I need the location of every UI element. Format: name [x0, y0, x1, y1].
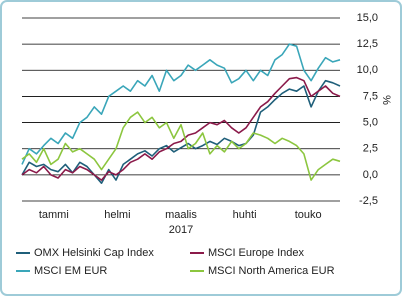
x-tick-label: helmi	[104, 209, 130, 221]
legend-label: OMX Helsinki Cap Index	[34, 247, 154, 259]
x-tick-label: touko	[295, 209, 322, 221]
y-tick-label: 0,0	[363, 169, 378, 181]
x-tick-label: maalis	[165, 209, 197, 221]
series-line	[21, 111, 341, 181]
legend-label: MSCI EM EUR	[34, 265, 107, 277]
x-tick-label: huhti	[233, 209, 257, 221]
x-year-label: 2017	[169, 224, 193, 236]
x-tick-label: tammi	[39, 209, 69, 221]
y-tick-label: 15,0	[357, 12, 378, 24]
y-axis-label: %	[380, 95, 392, 105]
y-tick-label: 5,0	[363, 116, 378, 128]
legend-label: MSCI North America EUR	[208, 265, 335, 277]
y-tick-label: 10,0	[357, 64, 378, 76]
y-tick-label: 7,5	[363, 90, 378, 102]
series-line	[21, 79, 341, 184]
legend-label: MSCI Europe Index	[208, 247, 304, 259]
y-tick-label: 12,5	[357, 38, 378, 50]
series-line	[21, 43, 341, 165]
y-tick-label: 2,5	[363, 143, 378, 155]
series-line	[21, 76, 341, 181]
y-tick-label: -2,5	[359, 195, 378, 207]
